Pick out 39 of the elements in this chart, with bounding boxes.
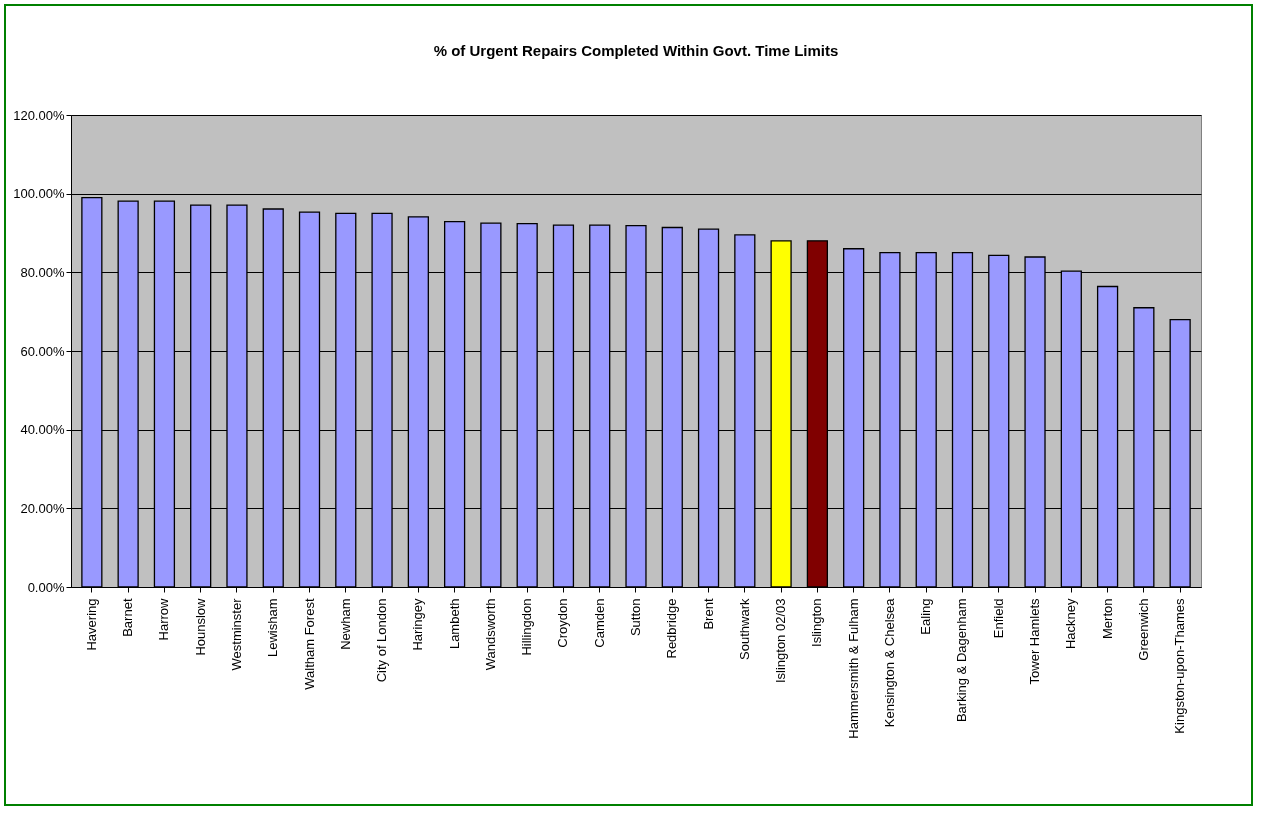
x-tick-label: Harrow — [156, 597, 172, 641]
x-tick-label: Islington 02/03 — [773, 598, 789, 684]
x-tick-label: Lambeth — [446, 598, 462, 650]
x-tick-label: Tower Hamlets — [1027, 598, 1043, 685]
x-tick-label: Barnet — [120, 598, 136, 637]
x-tick-label: Hillingdon — [519, 598, 535, 656]
x-tick-label: Newham — [337, 598, 353, 650]
y-tick-label: 0.00% — [27, 579, 65, 595]
y-tick-label: 80.00% — [20, 264, 65, 280]
chart-title: % of Urgent Repairs Completed Within Govt. Time Limits — [433, 42, 839, 59]
x-tick-label: Hounslow — [192, 597, 208, 656]
x-tick-label: Brent — [700, 598, 716, 630]
x-tick-label: Havering — [83, 598, 99, 651]
y-tick-label: 40.00% — [20, 422, 65, 438]
y-tick-label: 60.00% — [20, 343, 65, 359]
x-tick-label: Merton — [1099, 598, 1115, 639]
y-tick-label: 100.00% — [13, 186, 65, 202]
x-tick-label: Lewisham — [265, 598, 281, 658]
x-tick-label: Hackney — [1063, 598, 1079, 650]
x-tick-label: Enfield — [990, 598, 1006, 639]
x-tick-label: Sutton — [628, 598, 643, 637]
x-tick-label: Ealing — [918, 598, 934, 635]
x-tick-label: Barking & Dagenham — [954, 598, 970, 723]
y-tick-label: 120.00% — [13, 107, 65, 123]
x-tick-label: Redbridge — [664, 598, 680, 659]
x-tick-label: Westminster — [228, 597, 244, 671]
x-tick-label: Waltham Forest — [301, 598, 317, 690]
x-tick-label: Wandsworth — [482, 598, 498, 671]
x-tick-label: Croydon — [555, 598, 571, 648]
x-tick-label: Hammersmith & Fulham — [845, 598, 861, 739]
x-tick-label: Kingston-upon-Thames — [1172, 598, 1188, 734]
x-tick-label: Kensington & Chelsea — [881, 597, 897, 728]
x-tick-label: Haringey — [410, 598, 426, 651]
x-tick-label: Southwark — [736, 598, 752, 660]
x-tick-label: City of London — [374, 598, 390, 683]
y-tick-label: 20.00% — [20, 500, 65, 516]
x-tick-label: Greenwich — [1135, 598, 1151, 661]
x-tick-label: Islington — [809, 598, 825, 647]
x-tick-label: Camden — [591, 598, 607, 648]
